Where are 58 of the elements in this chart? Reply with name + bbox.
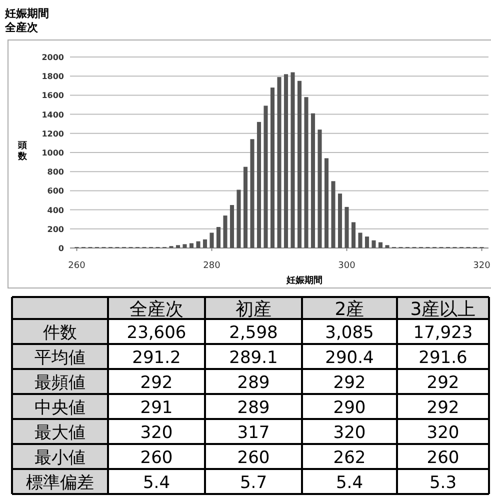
text: 2,598 [229,323,278,343]
text: 260 [140,448,173,468]
category-label: 平均値 [34,348,86,368]
category-label: 中央値 [34,398,86,418]
text: 292 [426,398,460,418]
text: 23,606 [126,323,186,343]
category-label: 最大値 [34,423,86,443]
y-tick-label: 800 [47,168,64,177]
text: 292 [140,373,173,393]
x-tick-label: 260 [68,261,86,271]
text: 17,923 [413,323,473,343]
text: 5.3 [429,473,457,493]
y-tick-label: 400 [47,206,64,215]
text: 320 [140,423,173,443]
text: 291.2 [132,348,181,368]
category-label: 初産 [236,299,272,320]
category-label: 件数 [43,323,77,343]
category-label: 最頻値 [34,373,86,393]
text: 290 [333,398,366,418]
text: 260 [237,448,270,468]
y-tick-label: 1000 [42,148,64,158]
category-label: 全産次 [130,299,184,320]
x-tick-label: 320 [473,261,491,271]
y-tick-label: 1400 [42,110,64,120]
text: 260 [426,448,460,468]
text: 320 [426,423,460,443]
text: 292 [333,373,366,393]
y-tick-label: 200 [47,224,64,234]
text: 292 [426,373,460,393]
text: 320 [333,423,366,443]
y-tick-label: 1600 [42,91,64,100]
chart-title: 妊娠期間 [4,7,49,20]
text: 289 [237,398,270,418]
text: 3,085 [325,323,374,343]
text: 290.4 [325,348,374,368]
category-label: 最小値 [34,448,86,468]
text: 289.1 [229,348,278,368]
text: 5.4 [142,473,170,493]
y-tick-label: 1200 [42,129,64,138]
y-tick-label: 600 [47,186,64,196]
x-tick-label: 300 [338,261,356,271]
y-tick-label: 0 [58,244,64,253]
text: 5.7 [240,473,268,493]
text: 262 [333,448,366,468]
text: 5.4 [336,473,364,493]
text: 289 [237,373,270,393]
x-axis-title: 妊娠期間 [285,275,322,286]
text: 291 [140,398,173,418]
category-label: 2産 [334,299,364,320]
category-label: 3産以上 [410,299,476,320]
y-tick-label: 2000 [42,53,64,62]
text: 291.6 [418,348,468,368]
y-tick-label: 1800 [42,72,64,82]
chart-subtitle: 全産次 [4,21,39,34]
y-axis-title: 頭数 [17,141,28,162]
category-label: 標準偏差 [26,473,94,493]
text: 317 [237,423,270,443]
x-tick-label: 280 [203,261,221,271]
